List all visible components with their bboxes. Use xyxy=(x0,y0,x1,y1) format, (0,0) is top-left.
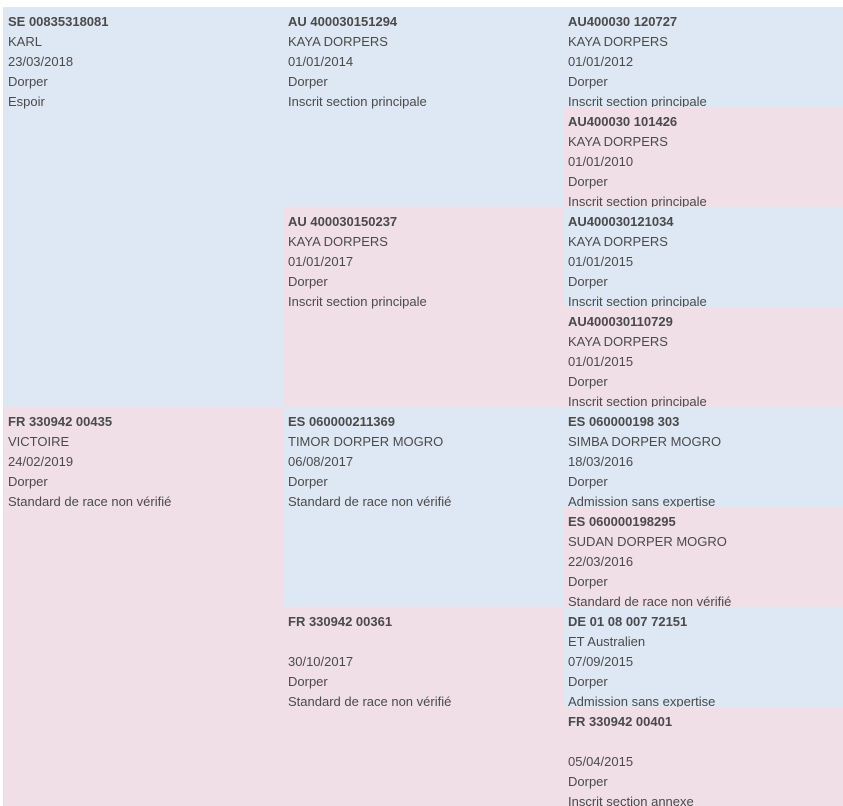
pedigree-cell-dam-dam-sire: DE 01 08 007 72151 ET Australien 07/09/2… xyxy=(563,607,843,707)
animal-id: ES 060000211369 xyxy=(288,412,563,432)
birth-date: 23/03/2018 xyxy=(8,52,283,72)
birth-date: 18/03/2016 xyxy=(568,452,843,472)
breed: Dorper xyxy=(568,272,843,292)
registration-status: Standard de race non vérifié xyxy=(8,492,283,512)
breed: Dorper xyxy=(568,372,843,392)
pedigree-cell-dam-sire-dam: ES 060000198295 SUDAN DORPER MOGRO 22/03… xyxy=(563,507,843,607)
registration-status: Inscrit section principale xyxy=(568,292,843,307)
animal-id: AU 400030150237 xyxy=(288,212,563,232)
registration-status: Standard de race non vérifié xyxy=(568,592,843,607)
registration-status: Standard de race non vérifié xyxy=(288,492,563,512)
pedigree-cell-dam-sire-sire: ES 060000198 303 SIMBA DORPER MOGRO 18/0… xyxy=(563,407,843,507)
animal-id: AU400030121034 xyxy=(568,212,843,232)
pedigree-cell-sire-dam-dam: AU400030110729 KAYA DORPERS 01/01/2015 D… xyxy=(563,307,843,407)
animal-name xyxy=(288,632,563,652)
breed: Dorper xyxy=(568,672,843,692)
registration-status: Standard de race non vérifié xyxy=(288,692,563,712)
animal-name: KAYA DORPERS xyxy=(568,132,843,152)
animal-id: FR 330942 00401 xyxy=(568,712,843,732)
animal-id: FR 330942 00361 xyxy=(288,612,563,632)
breed: Dorper xyxy=(568,572,843,592)
animal-name xyxy=(568,732,843,752)
pedigree-cell-sire-dam: AU 400030150237 KAYA DORPERS 01/01/2017 … xyxy=(283,207,563,407)
animal-name: KAYA DORPERS xyxy=(568,232,843,252)
breed: Dorper xyxy=(568,72,843,92)
animal-id: FR 330942 00435 xyxy=(8,412,283,432)
animal-name: SUDAN DORPER MOGRO xyxy=(568,532,843,552)
animal-name: VICTOIRE xyxy=(8,432,283,452)
birth-date: 01/01/2014 xyxy=(288,52,563,72)
breed: Dorper xyxy=(288,472,563,492)
pedigree-cell-sire-dam-sire: AU400030121034 KAYA DORPERS 01/01/2015 D… xyxy=(563,207,843,307)
breed: Dorper xyxy=(288,72,563,92)
registration-status: Espoir xyxy=(8,92,283,112)
breed: Dorper xyxy=(8,72,283,92)
pedigree-cell-dam: FR 330942 00435 VICTOIRE 24/02/2019 Dorp… xyxy=(3,407,283,806)
animal-name: KARL xyxy=(8,32,283,52)
birth-date: 01/01/2015 xyxy=(568,252,843,272)
animal-id: ES 060000198 303 xyxy=(568,412,843,432)
birth-date: 24/02/2019 xyxy=(8,452,283,472)
birth-date: 07/09/2015 xyxy=(568,652,843,672)
registration-status: Inscrit section principale xyxy=(568,192,843,207)
birth-date: 05/04/2015 xyxy=(568,752,843,772)
birth-date: 30/10/2017 xyxy=(288,652,563,672)
animal-id: AU400030 101426 xyxy=(568,112,843,132)
registration-status: Admission sans expertise xyxy=(568,492,843,507)
birth-date: 06/08/2017 xyxy=(288,452,563,472)
registration-status: Inscrit section principale xyxy=(568,392,843,407)
pedigree-cell-sire-sire: AU 400030151294 KAYA DORPERS 01/01/2014 … xyxy=(283,7,563,207)
animal-id: ES 060000198295 xyxy=(568,512,843,532)
animal-name: ET Australien xyxy=(568,632,843,652)
animal-id: DE 01 08 007 72151 xyxy=(568,612,843,632)
breed: Dorper xyxy=(568,772,843,792)
breed: Dorper xyxy=(568,472,843,492)
animal-name: KAYA DORPERS xyxy=(568,332,843,352)
pedigree-cell-sire-sire-dam: AU400030 101426 KAYA DORPERS 01/01/2010 … xyxy=(563,107,843,207)
breed: Dorper xyxy=(288,672,563,692)
registration-status: Inscrit section annexe xyxy=(568,792,843,806)
birth-date: 22/03/2016 xyxy=(568,552,843,572)
registration-status: Inscrit section principale xyxy=(288,292,563,312)
pedigree-cell-dam-sire: ES 060000211369 TIMOR DORPER MOGRO 06/08… xyxy=(283,407,563,607)
animal-name: TIMOR DORPER MOGRO xyxy=(288,432,563,452)
animal-name: KAYA DORPERS xyxy=(288,232,563,252)
pedigree-cell-sire-sire-sire: AU400030 120727 KAYA DORPERS 01/01/2012 … xyxy=(563,7,843,107)
registration-status: Inscrit section principale xyxy=(288,92,563,112)
breed: Dorper xyxy=(568,172,843,192)
pedigree-cell-dam-dam-dam: FR 330942 00401 05/04/2015 Dorper Inscri… xyxy=(563,707,843,806)
animal-id: AU400030110729 xyxy=(568,312,843,332)
pedigree-cell-sire: SE 00835318081 KARL 23/03/2018 Dorper Es… xyxy=(3,7,283,407)
animal-name: KAYA DORPERS xyxy=(288,32,563,52)
animal-id: AU400030 120727 xyxy=(568,12,843,32)
birth-date: 01/01/2015 xyxy=(568,352,843,372)
birth-date: 01/01/2017 xyxy=(288,252,563,272)
birth-date: 01/01/2010 xyxy=(568,152,843,172)
breed: Dorper xyxy=(288,272,563,292)
registration-status: Admission sans expertise xyxy=(568,692,843,707)
animal-id: SE 00835318081 xyxy=(8,12,283,32)
registration-status: Inscrit section principale xyxy=(568,92,843,107)
breed: Dorper xyxy=(8,472,283,492)
animal-name: SIMBA DORPER MOGRO xyxy=(568,432,843,452)
pedigree-cell-dam-dam: FR 330942 00361 30/10/2017 Dorper Standa… xyxy=(283,607,563,806)
animal-id: AU 400030151294 xyxy=(288,12,563,32)
animal-name: KAYA DORPERS xyxy=(568,32,843,52)
birth-date: 01/01/2012 xyxy=(568,52,843,72)
